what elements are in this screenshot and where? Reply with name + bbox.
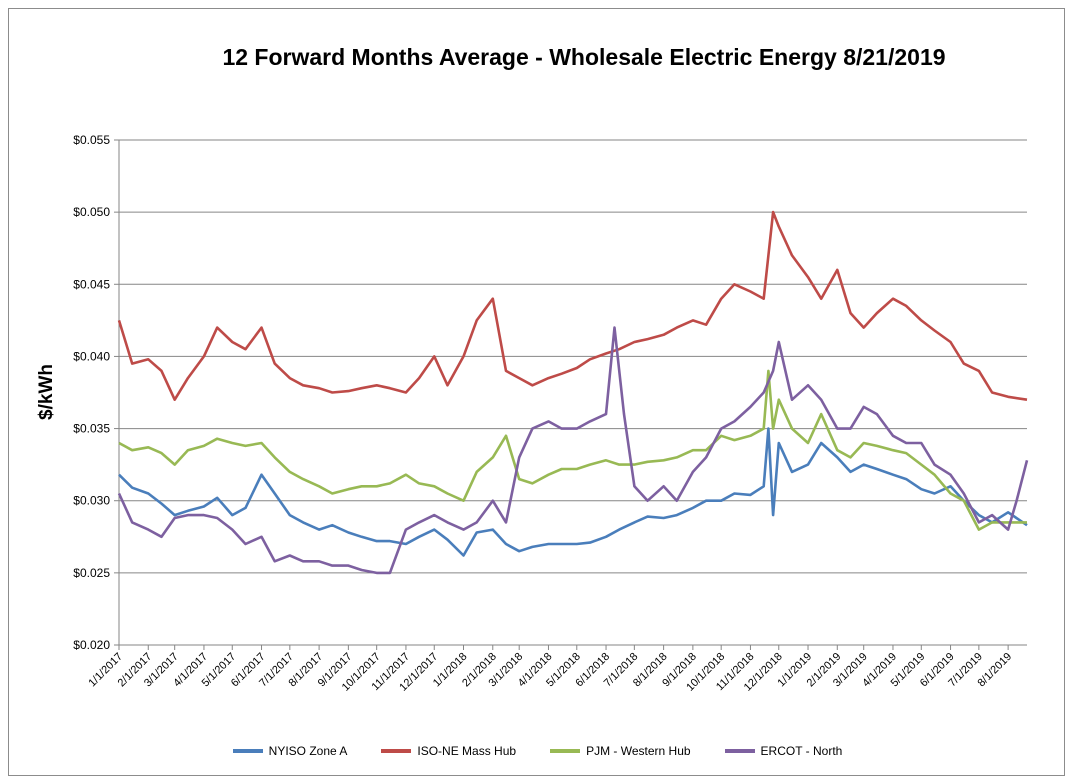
- y-tick-label: $0.055: [73, 133, 110, 147]
- y-tick-label: $0.020: [73, 638, 110, 652]
- legend-swatch: [381, 749, 412, 753]
- y-axis-label: $/kWh: [36, 364, 57, 420]
- legend-label: ISO-NE Mass Hub: [417, 744, 517, 758]
- series-line-ercot-north: [117, 326, 1029, 575]
- y-tick-label: $0.030: [73, 494, 110, 508]
- legend-swatch: [232, 749, 263, 753]
- gridlines: [114, 139, 1027, 650]
- series-lines: [117, 210, 1029, 575]
- series-line-pjm-western-hub: [118, 369, 1027, 531]
- y-tick-label: $0.035: [73, 422, 110, 436]
- series-line-nyiso-zone-a: [118, 427, 1028, 557]
- y-tick-label: $0.025: [73, 566, 110, 580]
- x-axis-ticks: 1/1/20172/1/20173/1/20174/1/20175/1/2017…: [86, 651, 1014, 694]
- chart-title: 12 Forward Months Average - Wholesale El…: [222, 44, 946, 70]
- legend-item: NYISO Zone A: [232, 744, 348, 758]
- y-tick-label: $0.040: [73, 349, 110, 363]
- legend-item: ISO-NE Mass Hub: [381, 744, 516, 758]
- legend-label: PJM - Western Hub: [586, 744, 691, 758]
- legend-swatch: [724, 749, 755, 753]
- legend: NYISO Zone A ISO-NE Mass Hub PJM - Western…: [0, 744, 1075, 758]
- series-line-iso-ne-mass-hub: [117, 210, 1028, 401]
- legend-label: ERCOT - North: [760, 744, 843, 758]
- chart-frame: [8, 8, 1065, 776]
- legend-item: ERCOT - North: [724, 744, 843, 758]
- y-tick-label: $0.050: [73, 205, 110, 219]
- legend-swatch: [550, 749, 581, 753]
- y-tick-label: $0.045: [73, 277, 110, 291]
- legend-label: NYISO Zone A: [268, 744, 348, 758]
- legend-item: PJM - Western Hub: [550, 744, 691, 758]
- y-axis-ticks: $0.020 $0.025 $0.030 $0.035 $0.040 $0.045 $0.0…: [73, 133, 110, 652]
